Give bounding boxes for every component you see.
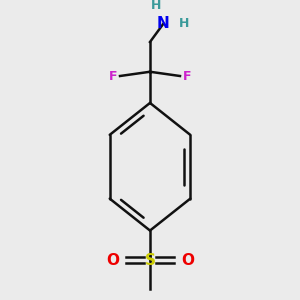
Text: O: O [181,253,194,268]
Text: S: S [145,253,155,268]
Text: N: N [157,16,170,31]
Text: F: F [109,70,118,83]
Text: O: O [106,253,119,268]
Text: H: H [178,17,189,30]
Text: F: F [182,70,191,83]
Text: H: H [151,0,161,12]
